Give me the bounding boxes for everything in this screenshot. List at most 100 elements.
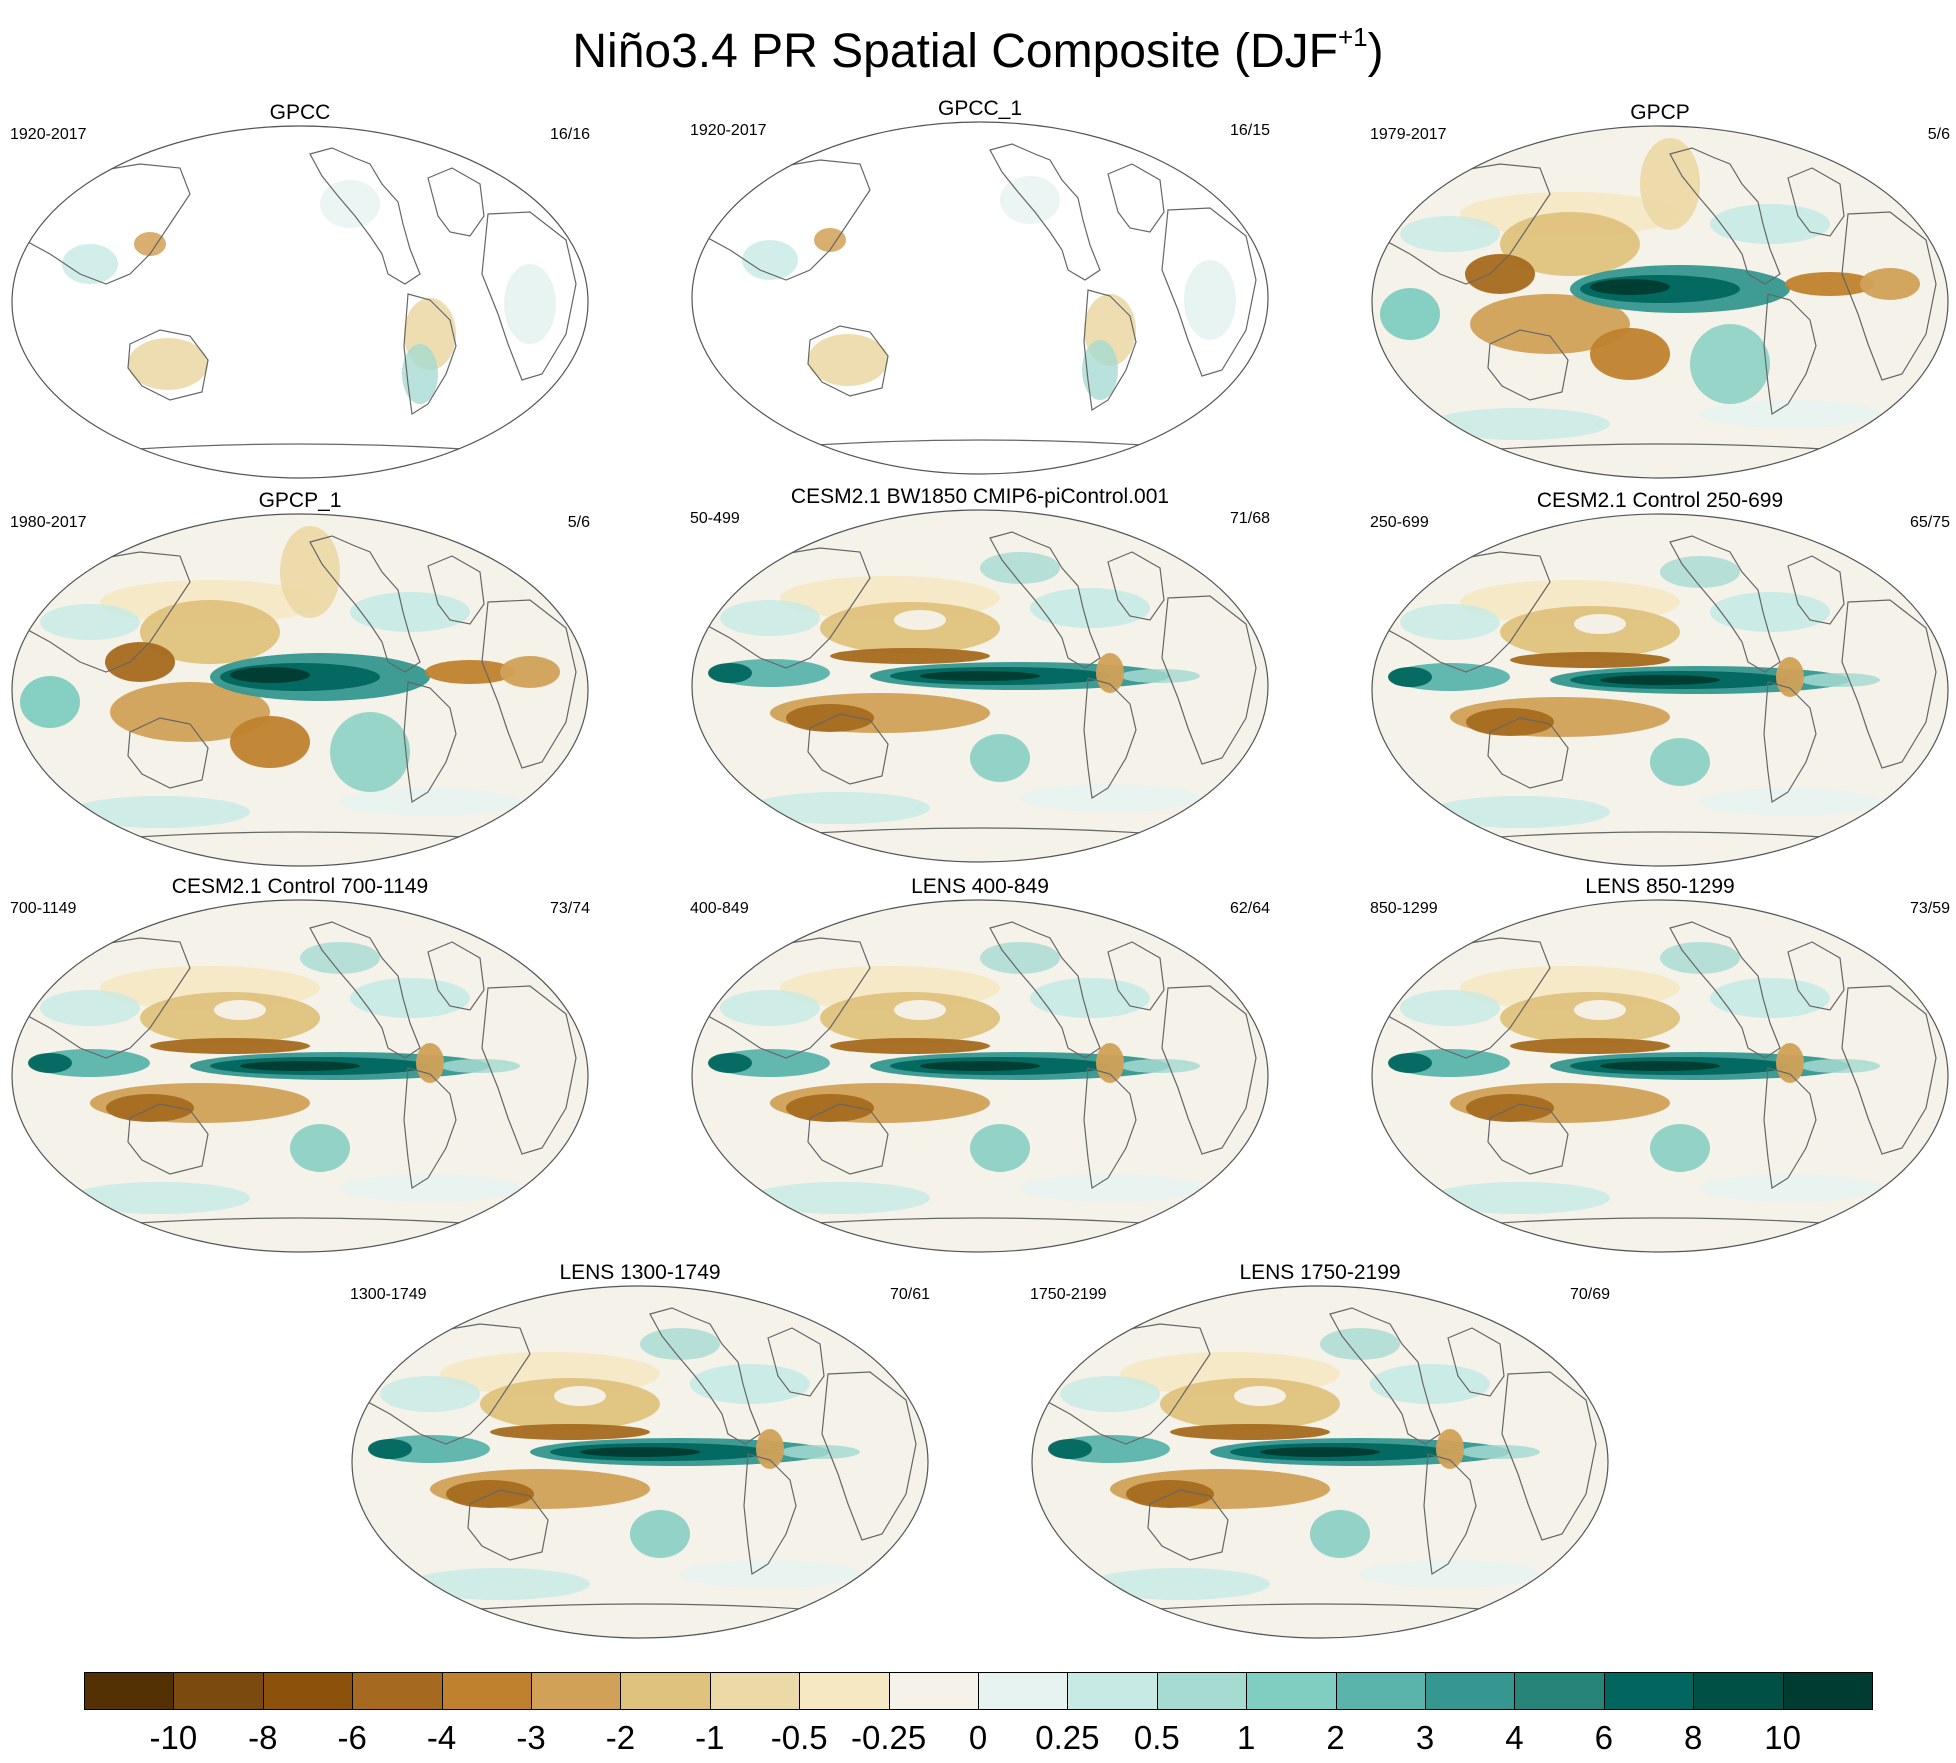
coastline <box>127 1103 209 1175</box>
map-field <box>1372 900 1948 1252</box>
precip-anomaly-region <box>720 600 820 636</box>
coastline <box>989 143 1101 281</box>
precip-anomaly-region <box>350 978 470 1018</box>
precip-anomaly-region <box>446 1480 534 1508</box>
precip-anomaly-region <box>490 1424 650 1440</box>
colorbar-tick-label: 4 <box>1505 1719 1524 1756</box>
precip-anomaly-region <box>1660 556 1740 588</box>
panel-count: 70/61 <box>889 1286 930 1303</box>
coastline <box>403 293 457 416</box>
colorbar-swatch <box>441 1672 532 1710</box>
coastline <box>427 167 485 237</box>
world-map <box>691 899 1269 1253</box>
precip-anomaly-region <box>894 610 946 630</box>
precip-anomaly-region <box>1096 1043 1124 1083</box>
precip-anomaly-region <box>920 1061 1040 1071</box>
precip-anomaly-region <box>1800 1059 1880 1073</box>
coastline <box>309 535 421 673</box>
precip-anomaly-region <box>40 604 140 640</box>
precip-anomaly-region <box>708 663 752 683</box>
precip-anomaly-region <box>1120 1059 1200 1073</box>
map-panel: GPCC_1 1920-2017 16/15 <box>690 96 1270 476</box>
precip-anomaly-region <box>970 1124 1030 1172</box>
precip-anomaly-region <box>500 656 560 688</box>
precip-anomaly-region <box>280 526 340 618</box>
map-panel: LENS 850-1299 850-1299 73/59 <box>1370 874 1950 1254</box>
colorbar-swatch <box>1603 1672 1695 1710</box>
precip-anomaly-region <box>1710 978 1830 1018</box>
precip-anomaly-region <box>1710 592 1830 632</box>
map-border <box>11 899 589 1253</box>
colorbar-swatch <box>1514 1672 1605 1710</box>
coastline <box>1487 1103 1569 1175</box>
map-field <box>1032 1286 1608 1638</box>
panel-count: 62/64 <box>1229 900 1270 917</box>
map-panel: CESM2.1 BW1850 CMIP6-piControl.001 50-499… <box>690 484 1270 864</box>
precip-anomaly-region <box>980 552 1060 584</box>
panel-count: 5/6 <box>1927 126 1950 143</box>
precip-anomaly-region <box>300 942 380 974</box>
precip-anomaly-region <box>150 1038 310 1054</box>
panel-title: LENS 1750-2199 <box>1239 1261 1401 1284</box>
precip-anomaly-region <box>1360 1560 1540 1588</box>
precip-anomaly-region <box>70 796 250 828</box>
coastline <box>481 599 577 769</box>
panel-title: CESM2.1 BW1850 CMIP6-piControl.001 <box>790 485 1170 508</box>
colorbar-tick-label: 2 <box>1326 1719 1345 1756</box>
world-map <box>1371 899 1949 1253</box>
map-field <box>12 126 588 478</box>
panel-title: GPCC <box>269 101 331 124</box>
coastline <box>649 1307 761 1445</box>
map-panel: LENS 1750-2199 1750-2199 70/69 <box>1030 1260 1610 1640</box>
panel-years: 1750-2199 <box>1030 1286 1107 1303</box>
precip-anomaly-region <box>504 264 556 344</box>
coastline <box>743 1453 797 1576</box>
precip-anomaly-region <box>368 1439 412 1459</box>
precip-anomaly-region <box>1234 1386 1286 1406</box>
precip-anomaly-region <box>1020 784 1200 812</box>
colorbar-tick-label: 0.5 <box>1133 1719 1180 1756</box>
panel-count: 73/74 <box>549 900 590 917</box>
precip-anomaly-region <box>214 1000 266 1020</box>
coastline <box>821 1371 917 1541</box>
coastline <box>1107 551 1165 621</box>
world-map <box>1371 125 1949 479</box>
precip-anomaly-region <box>786 1094 874 1122</box>
coastline <box>1763 293 1817 416</box>
coastline <box>1107 163 1165 233</box>
precip-anomaly-region <box>350 592 470 632</box>
precip-anomaly-region <box>340 788 520 816</box>
coastline <box>1841 599 1937 769</box>
map-border <box>691 121 1269 475</box>
precip-anomaly-region <box>1060 1376 1160 1412</box>
world-map <box>351 1285 929 1639</box>
precip-anomaly-region <box>1700 788 1880 816</box>
map-field <box>1372 126 1948 478</box>
precip-anomaly-region <box>1800 673 1880 687</box>
precip-anomaly-region <box>1430 796 1610 828</box>
colorbar-tick-label: 3 <box>1415 1719 1435 1756</box>
coastline <box>1423 1453 1477 1576</box>
map-border <box>691 509 1269 863</box>
precip-anomaly-region <box>1030 978 1150 1018</box>
precip-anomaly-region <box>28 1053 72 1073</box>
map-border <box>351 1285 929 1639</box>
precip-anomaly-region <box>1776 1043 1804 1083</box>
precip-anomaly-region <box>1320 1328 1400 1360</box>
precip-anomaly-region <box>1430 408 1610 440</box>
map-field <box>12 900 588 1252</box>
precip-anomaly-region <box>830 1038 990 1054</box>
colorbar-swatch <box>620 1672 711 1710</box>
precip-anomaly-region <box>814 228 846 252</box>
colorbar-tick-label: -3 <box>516 1719 546 1756</box>
precip-anomaly-region <box>1465 254 1535 294</box>
colorbar-swatch <box>1693 1672 1784 1710</box>
precip-anomaly-region <box>742 240 798 280</box>
colorbar-tick-label: -8 <box>248 1719 278 1756</box>
precip-anomaly-region <box>554 1386 606 1406</box>
colorbar-tick-label: -2 <box>605 1719 636 1756</box>
precip-anomaly-region <box>1660 942 1740 974</box>
panel-count: 70/69 <box>1569 1286 1610 1303</box>
precip-anomaly-region <box>1020 1174 1200 1202</box>
map-border <box>1371 513 1949 867</box>
